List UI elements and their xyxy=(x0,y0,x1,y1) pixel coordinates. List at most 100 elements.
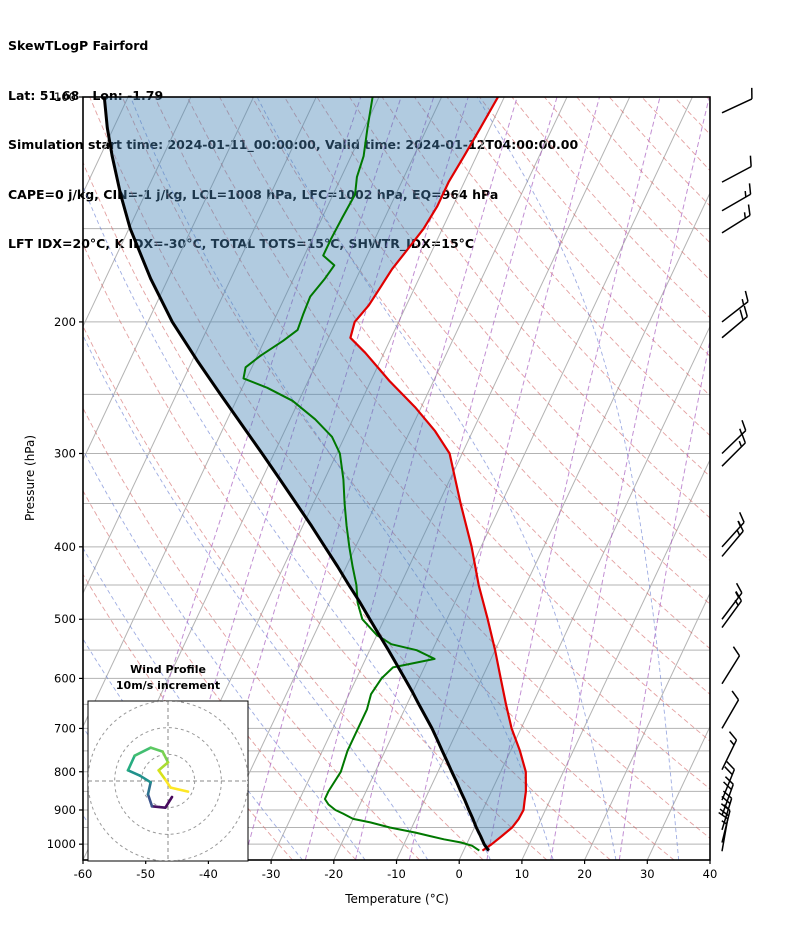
dewpoint-line xyxy=(242,97,480,852)
hodograph-trace-segment xyxy=(161,750,170,764)
hodograph-trace-segment xyxy=(146,781,152,796)
mixing-ratio-line xyxy=(618,338,710,860)
moist-adiabat xyxy=(83,185,491,860)
wind-barb xyxy=(721,646,741,685)
wind-barb xyxy=(721,731,738,771)
x-tick-label: 0 xyxy=(456,867,463,881)
x-axis-label: Temperature (°C) xyxy=(345,892,449,906)
isotherm-line xyxy=(584,592,710,860)
wind-barb xyxy=(721,290,749,323)
isotherm-line xyxy=(270,97,631,860)
parcel-line xyxy=(102,97,490,852)
dry-adiabat xyxy=(284,97,710,605)
dry-adiabat xyxy=(772,97,794,860)
dry-adiabat xyxy=(219,97,710,695)
hodograph-trace-segment xyxy=(149,746,164,753)
hodograph-trace-segment xyxy=(164,795,174,809)
x-tick-label: -10 xyxy=(387,867,406,881)
x-tick-label: -60 xyxy=(74,867,93,881)
isotherm-line xyxy=(458,325,710,860)
mixing-ratio-line xyxy=(408,97,600,860)
x-tick-label: 10 xyxy=(515,867,530,881)
hodograph-ring xyxy=(114,727,222,835)
hodograph-trace-segment xyxy=(169,786,190,793)
wind-barb xyxy=(721,511,745,548)
hodograph-trace-segment xyxy=(157,761,170,772)
dry-adiabat xyxy=(83,325,484,860)
mixing-ratio-line xyxy=(550,97,710,860)
y-tick-label: 200 xyxy=(54,315,76,329)
y-axis-label: Pressure (hPa) xyxy=(23,434,37,522)
mixing-ratio-line xyxy=(200,97,435,860)
dry-adiabat xyxy=(641,97,710,172)
dry-adiabat xyxy=(83,407,421,860)
x-tick-label: -20 xyxy=(324,867,343,881)
mixing-ratio-line xyxy=(160,97,402,860)
moist-adiabat xyxy=(83,448,366,860)
y-tick-label: 700 xyxy=(54,721,76,735)
y-tick-label: 300 xyxy=(54,446,76,460)
dry-adiabat xyxy=(576,97,710,244)
dry-adiabat xyxy=(83,573,293,860)
isotherm-line xyxy=(0,97,3,860)
header: SkewTLogP Fairford Lat: 51.68 Lon: -1.79… xyxy=(8,5,578,286)
wind-barb xyxy=(721,305,749,339)
isotherm-line xyxy=(83,97,192,328)
hodograph-trace-segment xyxy=(126,769,142,777)
wind-barb xyxy=(721,761,736,801)
wind-barb xyxy=(721,204,751,234)
wind-barb xyxy=(718,811,729,852)
wind-barb xyxy=(721,590,743,629)
header-times: Simulation start time: 2024-01-11_00:00:… xyxy=(8,137,579,152)
x-tick-label: 40 xyxy=(703,867,718,881)
x-tick-label: -50 xyxy=(136,867,155,881)
header-title: SkewTLogP Fairford xyxy=(8,38,149,53)
mixing-ratio-line xyxy=(111,97,362,860)
hodograph-trace-segment xyxy=(146,793,154,808)
wind-barbs xyxy=(718,87,753,852)
dry-adiabat xyxy=(739,97,794,860)
moist-adiabat xyxy=(476,97,680,860)
isotherm-line xyxy=(333,97,693,860)
moist-adiabat xyxy=(83,334,429,860)
y-tick-label: 100 xyxy=(54,90,76,104)
dry-adiabat xyxy=(121,97,710,839)
plot-area xyxy=(0,97,794,860)
hodograph-trace-segment xyxy=(157,769,167,781)
dry-adiabat xyxy=(511,97,710,319)
dry-adiabat xyxy=(706,97,710,101)
wind-barb xyxy=(721,183,752,212)
header-latlon: Lat: 51.68 Lon: -1.79 xyxy=(8,87,164,103)
hodograph-trace-segment xyxy=(138,774,152,784)
wind-barb xyxy=(721,419,747,455)
dry-adiabat xyxy=(251,97,710,650)
x-tick-label: 30 xyxy=(640,867,655,881)
y-tick-label: 600 xyxy=(54,671,76,685)
isotherm-line xyxy=(709,858,710,860)
wind-barb xyxy=(721,520,744,557)
isotherm-line xyxy=(207,97,568,860)
hodograph-trace-segment xyxy=(126,754,136,772)
mixing-ratio-line xyxy=(486,97,661,860)
y-tick-label: 800 xyxy=(54,765,76,779)
isotherm-line xyxy=(83,97,380,728)
hodograph-trace-segment xyxy=(133,746,152,757)
header-cape-indices: CAPE=0 j/kg, CIN=-1 j/kg, LCL=1008 hPa, … xyxy=(8,186,499,202)
y-tick-label: 400 xyxy=(54,540,76,554)
hodograph-subtitle: 10m/s increment xyxy=(115,679,221,692)
dry-adiabat xyxy=(349,97,710,519)
dry-adiabat xyxy=(544,97,710,281)
wind-barb xyxy=(721,776,734,816)
x-tick-label: -30 xyxy=(262,867,281,881)
isotherm-line xyxy=(646,725,710,860)
hodograph-inset xyxy=(87,700,249,862)
hodograph-trace-segment xyxy=(150,805,167,809)
dry-adiabat xyxy=(83,243,548,860)
wind-barb xyxy=(721,432,747,467)
header-stability-indices: LFT IDX=20°C, K IDX=-30°C, TOTAL TOTS=15… xyxy=(8,236,474,251)
hodograph-trace-segment xyxy=(164,778,172,789)
dry-adiabat xyxy=(186,97,710,742)
isotherm-line xyxy=(83,97,317,595)
